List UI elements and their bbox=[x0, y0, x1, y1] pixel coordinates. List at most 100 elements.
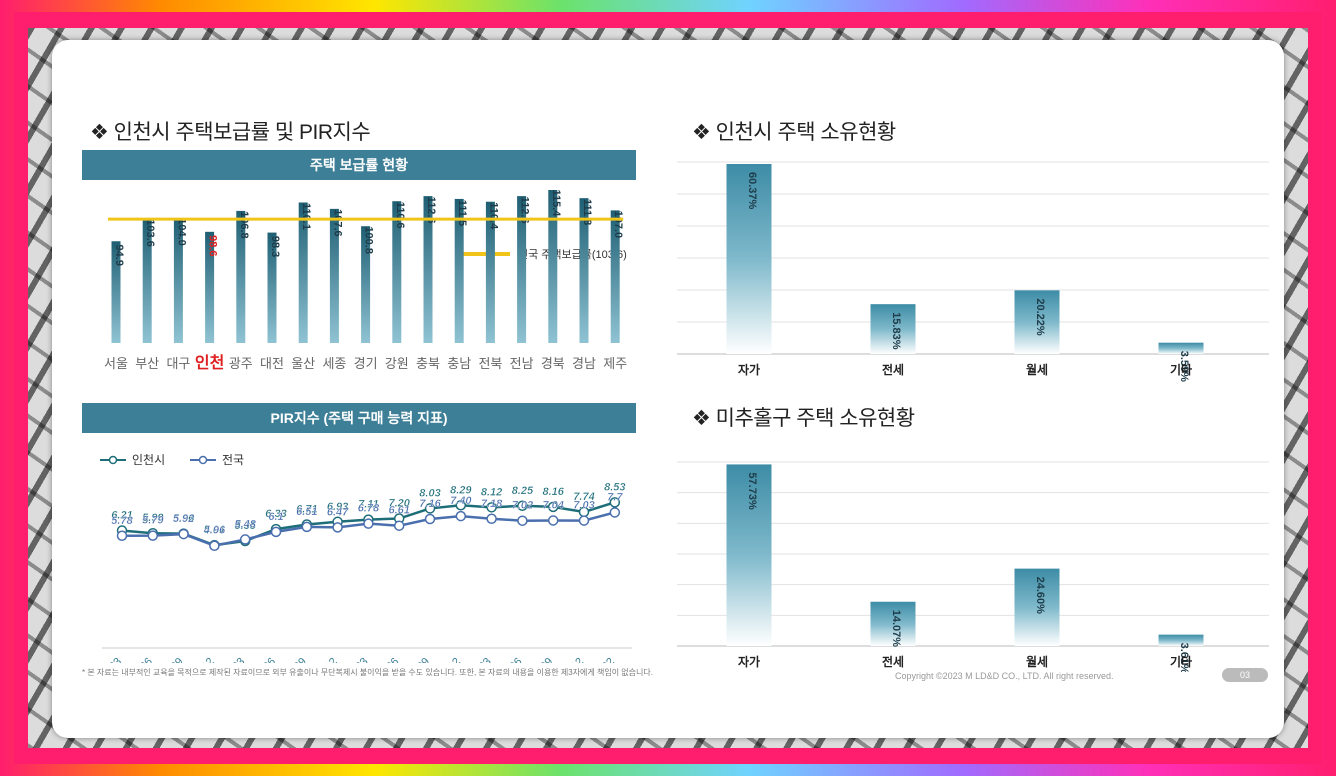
supply-bar bbox=[485, 201, 495, 343]
supply-bar bbox=[361, 226, 371, 343]
pir-point bbox=[455, 510, 467, 522]
michuhol-ownership-chart: 57.73% 자가 14.07% 전세 24.60% 월세 3.61%기타 bbox=[677, 461, 1269, 672]
pir-x-tick-label: 19.06 bbox=[127, 656, 155, 663]
supply-value-label: 98.3 bbox=[269, 236, 281, 257]
pir-point bbox=[147, 530, 159, 541]
supply-value-label: 94.9 bbox=[113, 245, 125, 266]
supply-value-label: 111.5 bbox=[456, 200, 468, 226]
supply-pir-section-title: ❖ 인천시 주택보급률 및 PIR지수 bbox=[90, 121, 371, 144]
pir-x-tick-label: 19.09 bbox=[158, 656, 186, 663]
pir-value-label: 5.79 bbox=[142, 515, 164, 527]
supply-bar bbox=[267, 232, 277, 343]
pir-point bbox=[178, 528, 189, 540]
ownership-value-label: 15.83% bbox=[890, 312, 902, 350]
supply-value-label: 110.4 bbox=[487, 202, 499, 230]
supply-category-label: 충남 bbox=[447, 356, 471, 371]
pir-value-label: 7.20 bbox=[388, 498, 410, 510]
supply-bar bbox=[517, 196, 527, 343]
supply-bar bbox=[298, 202, 308, 343]
pir-x-tick-label: 20.09 bbox=[281, 656, 309, 663]
pir-point bbox=[332, 522, 343, 533]
supply-bar bbox=[205, 231, 215, 343]
pir-value-label: 6.1 bbox=[268, 511, 283, 523]
housing-supply-chart: 전국 주택보급률(103.6) 94.9 서울 103.6 부산 104.0 대구 98.6 인… bbox=[104, 190, 627, 372]
supply-bar bbox=[392, 201, 402, 343]
supply-bar bbox=[548, 190, 558, 343]
supply-category-label: 부산 bbox=[135, 356, 159, 371]
ownership-category-label: 자가 bbox=[738, 654, 760, 669]
supply-category-label: 경남 bbox=[572, 356, 596, 371]
pir-point bbox=[239, 534, 251, 545]
pir-value-label: 8.03 bbox=[419, 487, 440, 499]
ownership-bar bbox=[870, 304, 916, 354]
supply-bar bbox=[454, 198, 464, 343]
pir-value-label: 4.96 bbox=[203, 525, 226, 537]
supply-value-label: 112.6 bbox=[425, 197, 437, 224]
pir-x-tick-label: 19.12 bbox=[189, 656, 217, 663]
supply-category-label: 울산 bbox=[291, 356, 315, 371]
pir-value-label: 8.16 bbox=[542, 486, 564, 498]
supply-bar bbox=[423, 196, 433, 343]
pir-point bbox=[424, 513, 436, 525]
pir-point bbox=[486, 502, 497, 513]
pir-value-label: 6.78 bbox=[358, 503, 380, 515]
supply-bar bbox=[610, 210, 620, 343]
ownership-bar bbox=[1158, 634, 1204, 646]
pir-value-label: 6.33 bbox=[265, 508, 286, 520]
pir-x-tick-label: 21.03 bbox=[343, 656, 371, 663]
page-number: 03 bbox=[1222, 668, 1268, 682]
supply-bar bbox=[579, 198, 589, 343]
supply-bar bbox=[236, 210, 246, 343]
supply-value-label: 107.0 bbox=[612, 211, 624, 239]
ownership-category-label: 자가 bbox=[738, 362, 760, 377]
ownership-category-label: 전세 bbox=[882, 654, 904, 669]
pir-chart-header: PIR지수 (주택 구매 능력 지표) bbox=[82, 403, 636, 433]
pir-value-label: 7.18 bbox=[481, 498, 503, 510]
pir-x-tick-label: 21.06 bbox=[373, 656, 401, 663]
supply-category-label: 경기 bbox=[354, 356, 378, 371]
pir-x-tick-label: 22.03 bbox=[466, 656, 494, 663]
pir-point bbox=[578, 515, 590, 526]
pir-value-label: 5.01 bbox=[204, 524, 225, 536]
reference-legend-label: 전국 주택보급률(103.6) bbox=[518, 248, 627, 261]
ownership-bar bbox=[726, 163, 772, 354]
ownership-value-label: 20.22% bbox=[1034, 298, 1046, 336]
ownership-category-label: 월세 bbox=[1026, 654, 1048, 669]
supply-value-label: 111.8 bbox=[581, 199, 593, 225]
pir-x-tick-label: 22.06 bbox=[497, 656, 525, 663]
supply-category-label: 세종 bbox=[322, 356, 346, 371]
pir-value-label: 7.02 bbox=[512, 500, 533, 512]
pir-point bbox=[517, 515, 528, 526]
pir-value-label: 6.93 bbox=[327, 501, 348, 513]
pir-legend-marker bbox=[198, 455, 208, 465]
supply-category-label: 제주 bbox=[603, 356, 627, 371]
ownership-value-label: 3.59% bbox=[1178, 351, 1190, 382]
pir-point bbox=[547, 515, 559, 526]
pir-point bbox=[609, 507, 621, 518]
pir-x-tick-label: 22.09 bbox=[527, 656, 555, 663]
ownership-category-label: 기타 bbox=[1170, 654, 1192, 669]
michuhol-ownership-section-title: ❖ 미추홀구 주택 소유현황 bbox=[692, 407, 915, 430]
pir-legend-label: 전국 bbox=[222, 453, 244, 467]
pir-index-chart: 인천시 전국 19.0319.0619.0919.1220.0320.0620.09… bbox=[96, 452, 632, 663]
ownership-category-label: 기타 bbox=[1170, 362, 1192, 377]
supply-bar bbox=[111, 241, 121, 343]
pir-x-tick-label: 22.12 bbox=[558, 656, 586, 663]
ownership-category-label: 전세 bbox=[882, 362, 904, 377]
pir-legend-marker bbox=[108, 455, 118, 465]
pir-value-label: 8.53 bbox=[604, 481, 625, 493]
supply-value-label: 104.0 bbox=[175, 218, 187, 246]
supply-value-label: 110.1 bbox=[300, 203, 312, 230]
pir-point bbox=[301, 521, 313, 533]
supply-category-label: 서울 bbox=[104, 356, 128, 371]
pir-x-tick-label: 20.12 bbox=[312, 656, 340, 663]
supply-category-label: 강원 bbox=[385, 356, 409, 371]
pir-value-label: 5.99 bbox=[142, 512, 164, 524]
pir-legend-label: 인천시 bbox=[132, 452, 165, 467]
pir-value-label: 5.96 bbox=[173, 513, 195, 525]
supply-value-label: 115.4 bbox=[550, 190, 562, 217]
pir-value-label: 6.61 bbox=[388, 505, 409, 517]
ownership-bar bbox=[870, 601, 916, 646]
pir-value-label: 8.25 bbox=[512, 485, 534, 497]
pir-point bbox=[517, 500, 528, 512]
